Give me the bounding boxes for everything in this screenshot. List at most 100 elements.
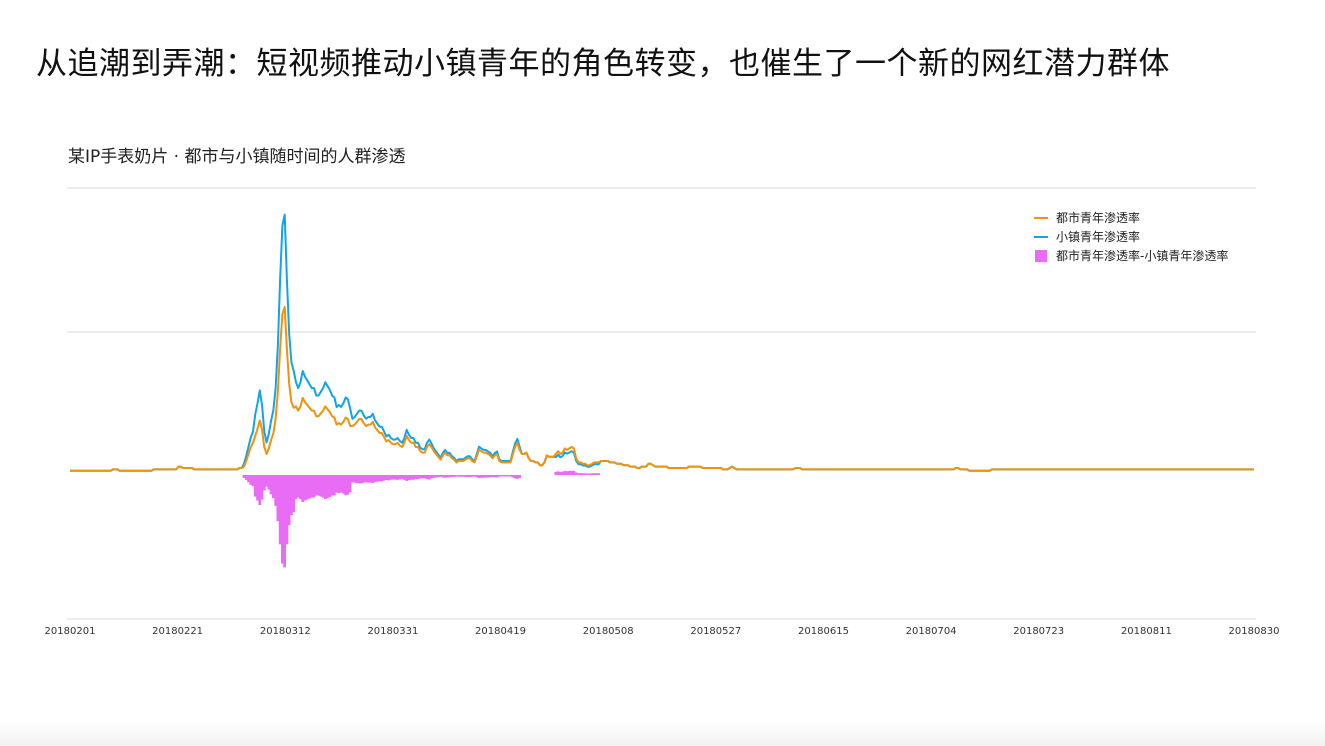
diff-bar: [364, 475, 368, 483]
diff-bar: [333, 475, 336, 496]
diff-bar: [265, 475, 268, 487]
diff-bar: [414, 475, 418, 480]
x-tick-label: 20180811: [1121, 626, 1172, 637]
diff-bar: [373, 475, 377, 483]
diff-bar: [432, 475, 436, 478]
diff-bar: [375, 475, 379, 482]
diff-bar: [484, 475, 488, 478]
diff-bar: [247, 475, 250, 483]
diff-bar: [407, 475, 411, 481]
diff-bar: [464, 475, 467, 477]
x-tick-label: 20180527: [690, 626, 741, 637]
diff-bar: [251, 475, 255, 487]
diff-bar: [335, 475, 338, 493]
diff-bar: [342, 475, 345, 494]
chart-grid: [67, 187, 1256, 620]
diff-bar: [509, 475, 512, 477]
diff-bar: [473, 475, 476, 477]
diff-bar: [459, 475, 463, 477]
diff-bar: [389, 475, 393, 480]
diff-bar: [362, 475, 366, 483]
diff-bar: [439, 475, 442, 477]
diff-bar: [455, 475, 458, 477]
diff-bar: [590, 473, 594, 475]
diff-bar: [579, 473, 582, 475]
diff-bar: [466, 475, 469, 477]
diff-bar: [427, 475, 431, 480]
legend-label-urban: 都市青年渗透率: [1056, 211, 1141, 225]
diff-bar: [353, 475, 356, 483]
legend-swatch-urban: [1034, 216, 1048, 219]
diff-bar: [430, 475, 433, 479]
diff-bar: [491, 475, 494, 477]
diff-bar: [391, 475, 395, 480]
diff-bar: [339, 475, 343, 493]
diff-bar: [328, 475, 332, 498]
diff-bar: [554, 471, 558, 475]
series-lines: [70, 213, 1254, 472]
diff-bar: [441, 475, 445, 478]
diff-bar: [355, 475, 359, 483]
diff-bar: [249, 475, 253, 485]
diff-bar: [477, 475, 481, 479]
diff-bar: [423, 475, 427, 479]
diff-bar: [443, 475, 447, 478]
series-line-urban: [70, 306, 1254, 472]
diff-bar: [482, 475, 485, 478]
diff-bar: [513, 475, 517, 479]
diff-bar: [468, 475, 472, 477]
x-tick-label: 20180312: [260, 626, 311, 637]
diff-bar: [572, 470, 576, 475]
diff-bar: [588, 473, 591, 475]
x-tick-label: 20180704: [906, 626, 957, 637]
legend-label-town: 小镇青年渗透率: [1056, 230, 1141, 244]
diff-bar: [378, 475, 381, 482]
diff-bar: [258, 475, 262, 505]
diff-bar: [242, 475, 246, 478]
diff-bar: [387, 475, 390, 481]
diff-bar: [556, 471, 560, 475]
diff-bar: [416, 475, 420, 480]
x-tick-label: 20180830: [1229, 626, 1280, 637]
diff-bar: [351, 475, 354, 483]
diff-bar: [586, 473, 589, 475]
diff-bar: [299, 475, 302, 500]
diff-bar: [396, 475, 399, 480]
diff-bar: [281, 475, 284, 564]
diff-bar: [502, 475, 506, 477]
diff-bar: [461, 475, 465, 477]
legend-label-diff: 都市青年渗透率-小镇青年渗透率: [1056, 249, 1229, 263]
diff-bar: [324, 475, 327, 500]
diff-bar: [263, 475, 266, 491]
diff-bar: [583, 473, 587, 475]
diff-bar: [366, 475, 370, 483]
diff-bar: [253, 475, 257, 497]
diff-bar: [394, 475, 397, 480]
diff-bar: [452, 475, 456, 477]
diff-bar: [405, 475, 408, 481]
diff-bar: [380, 475, 384, 482]
diff-bar: [371, 475, 375, 483]
difference-bars: [242, 470, 601, 568]
diff-bar: [278, 475, 282, 545]
diff-bar: [597, 473, 601, 475]
x-tick-label: 20180615: [798, 626, 849, 637]
diff-bar: [403, 475, 406, 480]
diff-bar: [317, 475, 320, 496]
diff-bar: [479, 475, 483, 478]
diff-bar: [287, 475, 291, 526]
diff-bar: [504, 475, 508, 477]
diff-bar: [357, 475, 361, 484]
diff-bar: [470, 475, 474, 477]
x-tick-label: 20180723: [1013, 626, 1064, 637]
diff-bar: [303, 475, 307, 501]
legend-swatch-diff: [1035, 249, 1047, 262]
diff-bar: [256, 475, 259, 501]
diff-bar: [568, 470, 571, 475]
diff-bar: [421, 475, 424, 479]
diff-bar: [360, 475, 363, 484]
x-tick-label: 20180508: [583, 626, 634, 637]
diff-bar: [312, 475, 316, 498]
diff-bar: [563, 470, 567, 475]
diff-bar: [382, 475, 386, 481]
